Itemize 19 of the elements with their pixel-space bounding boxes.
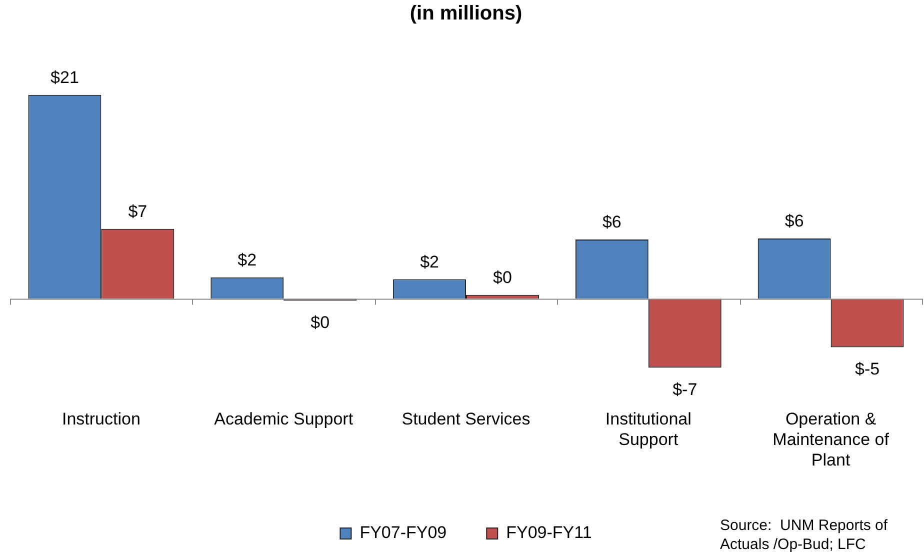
x-tick-label: Institutional Support: [605, 410, 692, 450]
data-label: $2: [238, 250, 257, 270]
source-note: Source: UNM Reports of Actuals /Op-Bud; LFC: [720, 517, 888, 552]
legend-label: FY09-FY11: [506, 523, 592, 542]
data-label: $21: [50, 68, 79, 88]
x-tick-label: Student Services: [402, 410, 530, 429]
x-tick-label: Operation & Maintenance of Plant: [772, 410, 890, 470]
data-label: $6: [602, 212, 622, 232]
x-tick-label: Academic Support: [214, 410, 354, 429]
legend-label: FY07-FY09: [360, 523, 447, 542]
data-label: $0: [493, 268, 512, 288]
chart-title: (in millions): [410, 2, 522, 25]
data-label: $-7: [672, 380, 698, 399]
data-label: $6: [784, 212, 804, 231]
data-label: $-5: [854, 359, 880, 378]
x-tick-label: Instruction: [62, 410, 140, 429]
data-label: $7: [128, 202, 148, 221]
data-label: $0: [310, 312, 330, 332]
data-label: $2: [420, 252, 439, 272]
